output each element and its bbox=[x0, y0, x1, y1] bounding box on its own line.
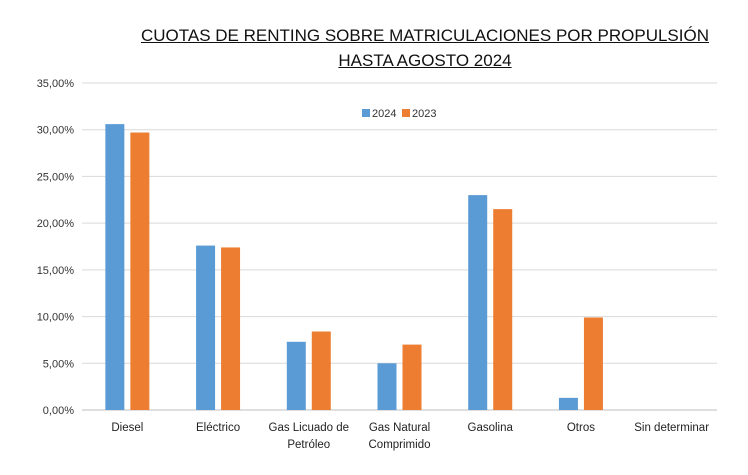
chart-title-line-2: HASTA AGOSTO 2024 bbox=[338, 51, 512, 70]
y-tick-label: 25,00% bbox=[37, 171, 75, 183]
y-tick-label: 5,00% bbox=[43, 358, 74, 370]
y-tick-label: 30,00% bbox=[37, 125, 75, 137]
legend-swatch-2023 bbox=[402, 109, 410, 117]
bar-2024 bbox=[558, 397, 578, 410]
y-tick-label: 35,00% bbox=[37, 78, 75, 90]
y-tick-label: 0,00% bbox=[43, 405, 74, 417]
x-tick-label: Gasolina bbox=[468, 422, 514, 434]
chart-title-line-1: CUOTAS DE RENTING SOBRE MATRICULACIONES … bbox=[140, 26, 709, 45]
bar-2023 bbox=[583, 317, 603, 410]
bar-2023 bbox=[221, 247, 241, 410]
y-tick-label: 15,00% bbox=[37, 265, 75, 277]
y-tick-label: 20,00% bbox=[37, 218, 75, 230]
bar-2024 bbox=[468, 195, 488, 410]
x-tick-label: Petróleo bbox=[287, 439, 330, 451]
bar-2023 bbox=[311, 331, 331, 410]
bar-2023 bbox=[402, 344, 422, 410]
legend-label: 2024 bbox=[372, 108, 396, 120]
y-tick-label: 10,00% bbox=[37, 312, 75, 324]
bar-2023 bbox=[130, 132, 150, 410]
bar-2024 bbox=[196, 245, 216, 410]
x-tick-label: Diesel bbox=[111, 422, 143, 434]
x-tick-label: Sin determinar bbox=[634, 422, 709, 434]
x-tick-label: Gas Natural bbox=[369, 422, 430, 434]
bar-2023 bbox=[493, 209, 513, 410]
bar-2024 bbox=[286, 341, 306, 410]
legend-label: 2023 bbox=[412, 108, 436, 120]
x-tick-label: Otros bbox=[567, 422, 595, 434]
bar-2024 bbox=[105, 124, 125, 410]
legend-swatch-2024 bbox=[362, 109, 370, 117]
x-tick-label: Eléctrico bbox=[196, 422, 240, 434]
bar-2024 bbox=[377, 363, 397, 410]
x-tick-label: Comprimido bbox=[369, 439, 431, 451]
x-tick-label: Gas Licuado de bbox=[269, 422, 350, 434]
